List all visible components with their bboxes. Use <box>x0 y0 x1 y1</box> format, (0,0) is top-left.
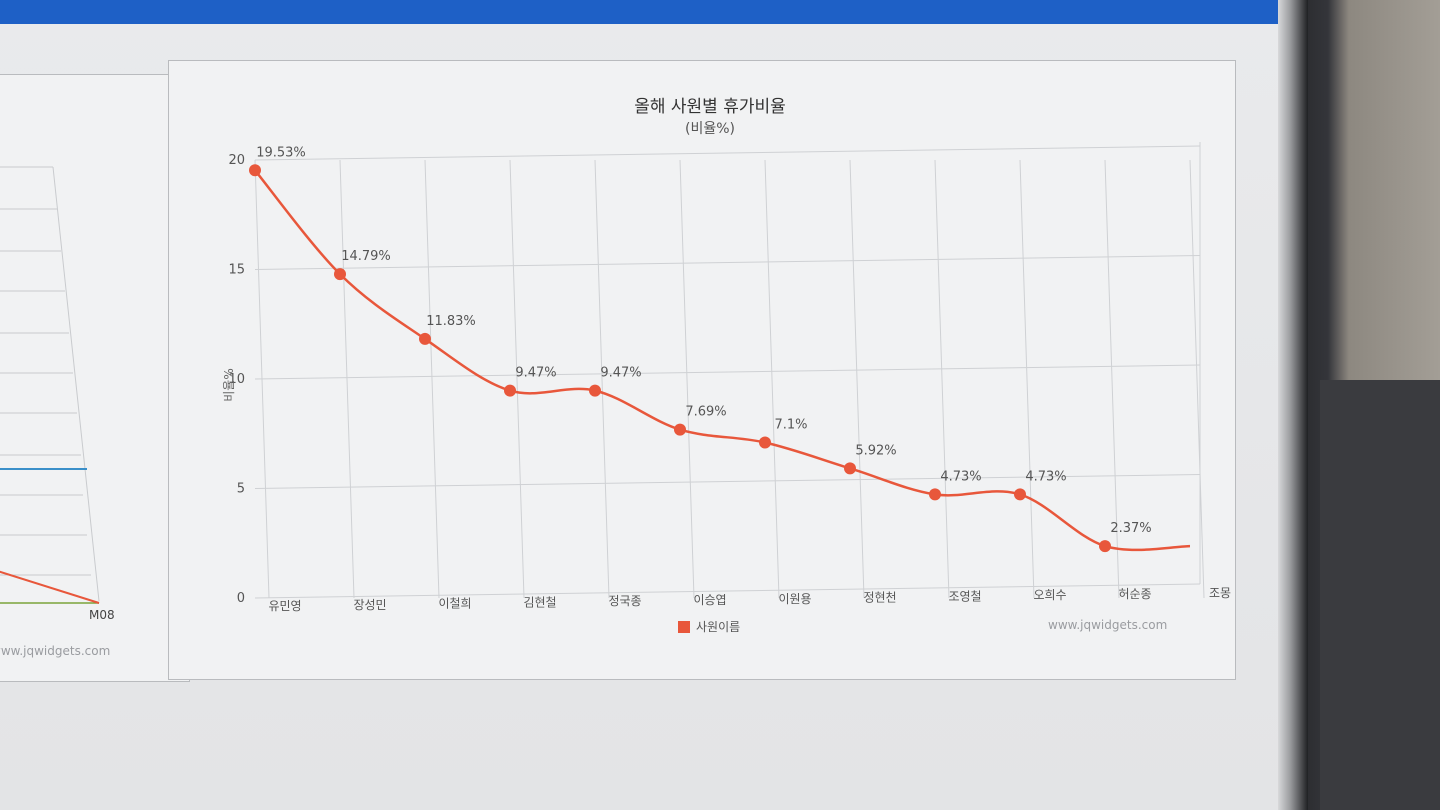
x-tick-label: 이철희 <box>438 597 471 611</box>
series-point[interactable] <box>419 332 431 345</box>
series-point[interactable] <box>674 423 686 436</box>
data-label: 14.79% <box>341 249 391 264</box>
left-chart-grid <box>0 166 100 602</box>
grid-line-horizontal <box>254 583 1201 599</box>
grid-line-horizontal <box>254 255 1201 270</box>
y-tick-label: 15 <box>228 263 245 278</box>
monitor-screen: M08 www.jqwidgets.com 올해 사원별 휴가비율 (비율%) … <box>0 0 1280 810</box>
series-point[interactable] <box>1099 540 1111 553</box>
chart-title: 올해 사원별 휴가비율 <box>634 97 786 117</box>
data-label: 5.92% <box>855 443 896 458</box>
series-point[interactable] <box>249 164 261 177</box>
series-point[interactable] <box>334 268 346 281</box>
data-label: 2.37% <box>1110 521 1151 536</box>
left-chart-panel: M08 www.jqwidgets.com <box>0 74 190 682</box>
series-point[interactable] <box>589 384 601 397</box>
y-axis-ticks: 0 5 10 15 20 <box>228 153 245 606</box>
series-points <box>249 164 1111 553</box>
data-label: 11.83% <box>426 314 476 329</box>
legend-label: 사원이름 <box>696 620 741 634</box>
series-point[interactable] <box>759 436 771 449</box>
grid-line-vertical <box>339 159 355 599</box>
room-shadow <box>1320 380 1440 810</box>
grid-line-vertical <box>424 159 440 599</box>
series-point[interactable] <box>844 462 856 475</box>
grid-line-horizontal <box>254 364 1201 380</box>
left-chart-svg: M08 www.jqwidgets.com <box>0 166 115 658</box>
x-tick-label: 장성민 <box>353 598 386 612</box>
x-tick-label: 조영철 <box>948 589 981 603</box>
data-label: 9.47% <box>600 366 641 381</box>
left-chart-watermark: www.jqwidgets.com <box>0 644 110 658</box>
x-tick-label: 오희수 <box>1033 588 1066 602</box>
grid-line-vertical <box>764 159 780 599</box>
y-axis-title: 비율% <box>222 368 236 401</box>
data-labels: 19.53% 14.79% 11.83% 9.47% 9.47% 7.69% 7.1% 5.9… <box>256 145 1151 536</box>
y-tick-label: 5 <box>237 482 245 497</box>
x-tick-label: 유민영 <box>268 599 301 613</box>
series-line <box>254 169 1191 552</box>
grid-line-vertical <box>934 159 950 599</box>
grid-line-vertical <box>1019 159 1035 599</box>
monitor-bezel <box>1278 0 1308 810</box>
chart-grid <box>254 142 1205 599</box>
grid-line-horizontal <box>254 145 1201 161</box>
data-label: 7.69% <box>685 405 726 420</box>
grid-line-horizontal <box>254 474 1201 489</box>
chart-legend[interactable]: 사원이름 <box>678 618 740 635</box>
data-label: 7.1% <box>774 418 807 433</box>
series-point[interactable] <box>504 384 516 397</box>
x-tick-label: 이원용 <box>778 592 811 606</box>
grid-line-vertical <box>1104 159 1120 599</box>
x-tick-label: 허순종 <box>1118 587 1151 601</box>
x-tick-label: 이승엽 <box>693 593 726 607</box>
grid-line-vertical <box>594 159 610 599</box>
x-tick-label: 정국종 <box>608 594 641 608</box>
chart-subtitle: (비율%) <box>685 121 735 137</box>
series-point[interactable] <box>1014 488 1026 501</box>
data-label: 9.47% <box>515 366 556 381</box>
grid-line-vertical <box>849 159 865 599</box>
series-point[interactable] <box>929 488 941 501</box>
app-top-bar <box>0 0 1280 24</box>
data-label: 4.73% <box>1025 469 1066 484</box>
grid-line-vertical <box>679 159 695 599</box>
legend-swatch <box>678 620 690 633</box>
grid-line-vertical <box>509 159 525 599</box>
y-tick-label: 0 <box>237 591 245 606</box>
main-chart-panel <box>168 60 1236 680</box>
data-label: 19.53% <box>256 145 306 160</box>
main-chart-svg: 0 5 10 15 20 유민영 장성민 이철희 김현철 정국종 이승엽 이원용 정현천 조영철 오희수 허… <box>222 142 1231 613</box>
left-chart-x-tick: M08 <box>89 608 115 622</box>
left-chart-red-line <box>0 570 100 604</box>
y-tick-label: 10 <box>228 372 245 387</box>
x-tick-label: 정현천 <box>863 590 896 605</box>
grid-line-vertical <box>1189 159 1205 599</box>
data-label: 4.73% <box>940 469 981 484</box>
x-tick-label: 김현철 <box>523 595 556 609</box>
main-chart-watermark: www.jqwidgets.com <box>1048 618 1168 632</box>
x-tick-label: 조몽 <box>1209 586 1231 600</box>
x-axis-ticks: 유민영 장성민 이철희 김현철 정국종 이승엽 이원용 정현천 조영철 오희수 허순종 조몽 <box>268 586 1231 613</box>
y-tick-label: 20 <box>228 153 245 168</box>
